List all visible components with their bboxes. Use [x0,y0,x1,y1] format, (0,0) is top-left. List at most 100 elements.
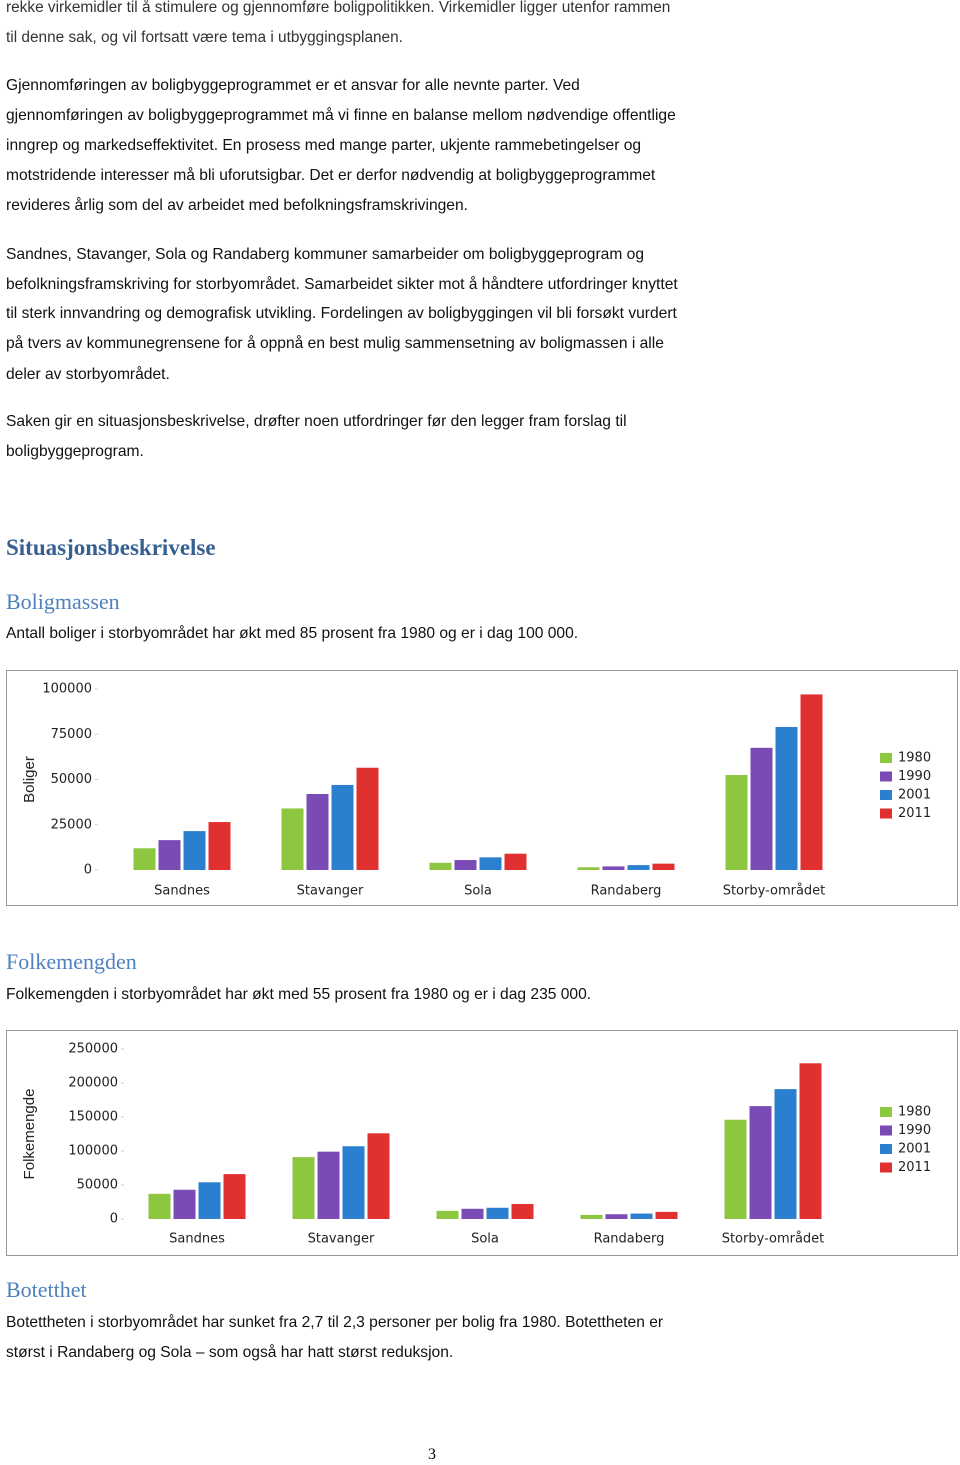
bar [652,863,675,870]
legend-swatch [880,1144,892,1154]
page-number: 3 [428,1446,436,1463]
legend-swatch [880,753,892,763]
y-tick-label: 250000 [68,1042,118,1057]
legend-label: 1990 [898,1123,931,1138]
bar [725,774,748,870]
text-line: befolkningsframskriving for storbyområde… [6,276,678,293]
y-axis-label: Boliger [21,756,38,803]
y-tick-label: 100000 [42,682,92,697]
legend-label: 2001 [898,788,931,803]
bar [749,1106,772,1219]
bar [486,1207,509,1219]
bar [750,747,773,870]
y-tick-label: 150000 [68,1110,118,1125]
bar [605,1214,628,1219]
legend-swatch [880,1107,892,1117]
bar [454,860,477,870]
bar [479,857,502,870]
bar [436,1210,459,1219]
y-tick-label: 200000 [68,1076,118,1091]
bar [577,867,600,870]
bar [292,1157,315,1219]
y-tick-label: 50000 [51,772,92,787]
x-tick-label: Sandnes [169,1232,225,1247]
subheading: Folkemengden [6,949,137,974]
bar [173,1189,196,1219]
bar [356,767,379,870]
bar [580,1214,603,1219]
x-tick-label: Stavanger [297,884,364,899]
legend-swatch [880,1125,892,1136]
text-line: boligbyggeprogram. [6,443,144,460]
text-line: motstridende interesser må bli uforutsig… [6,167,656,184]
x-tick-label: Randaberg [594,1232,665,1247]
bar [133,848,156,870]
legend-label: 2001 [898,1142,931,1157]
legend-swatch [880,771,892,782]
bar [208,822,231,870]
text-line: Saken gir en situasjonsbeskrivelse, drøf… [6,413,627,430]
legend-swatch [880,790,892,800]
bar [511,1204,534,1219]
x-tick-label: Storby-området [723,884,826,899]
bar [342,1146,365,1219]
legend-label: 2011 [898,1160,931,1175]
x-tick-label: Stavanger [308,1232,375,1247]
bar [148,1193,171,1219]
bar [223,1174,246,1219]
y-tick-label: 50000 [77,1178,118,1193]
subheading: Botetthet [6,1277,87,1302]
subheading: Boligmassen [6,589,120,614]
bar [724,1119,747,1219]
legend-label: 1980 [898,1105,931,1120]
text-line: gjennomføringen av boligbyggeprogrammet … [6,107,676,124]
text-line: Botettheten i storbyområdet har sunket f… [6,1314,664,1331]
text-line: på tvers av kommunegrensene for å oppnå … [6,335,664,352]
y-tick-label: 25000 [51,817,92,832]
x-tick-label: Storby-området [722,1232,825,1247]
text-line: til sterk innvandring og demografisk utv… [6,305,677,322]
bar [774,1089,797,1219]
chart: 0 50000 100000 150000 200000 250000 Folkemengd… [6,1030,958,1256]
bar [158,840,181,870]
bar [331,784,354,870]
y-tick-label: 0 [84,863,92,878]
bar [630,1213,653,1219]
bar [281,808,304,870]
bar [655,1211,678,1219]
y-tick-label: 75000 [51,727,92,742]
bar [602,866,625,870]
legend-label: 2011 [898,806,931,821]
y-tick-label: 100000 [68,1144,118,1159]
bar [627,865,650,870]
x-tick-label: Sandnes [154,884,210,899]
text-line: inngrep og markedseffektivitet. En prose… [6,137,642,154]
bar [183,831,206,870]
heading: Situasjonsbeskrivelse [6,535,216,560]
bar [799,1063,822,1219]
bar [367,1133,390,1219]
text-line: Antall boliger i storbyområdet har økt m… [6,625,579,642]
x-tick-label: Sola [464,884,492,899]
text-line: rekke virkemidler til å stimulere og gje… [6,0,671,16]
bar [198,1182,221,1219]
bar [461,1208,484,1219]
text-line: Gjennomføringen av boligbyggeprogrammet … [6,77,580,94]
bar [775,727,798,870]
bar [429,862,452,870]
text-line: størst i Randaberg og Sola – som også ha… [6,1344,454,1361]
legend-label: 1980 [898,751,931,766]
text-line: til denne sak, og vil fortsatt være tema… [6,29,403,46]
x-tick-label: Sola [471,1232,499,1247]
text-line: Folkemengden i storbyområdet har økt med… [6,986,592,1003]
bar [504,853,527,870]
y-axis-label: Folkemengde [21,1089,38,1180]
legend-label: 1990 [898,769,931,784]
x-tick-label: Randaberg [591,884,662,899]
bar [317,1151,340,1219]
text-line: revideres årlig som del av arbeidet med … [6,197,468,214]
bar [306,793,329,870]
bar [800,694,823,870]
text-line: Sandnes, Stavanger, Sola og Randaberg ko… [6,246,644,263]
